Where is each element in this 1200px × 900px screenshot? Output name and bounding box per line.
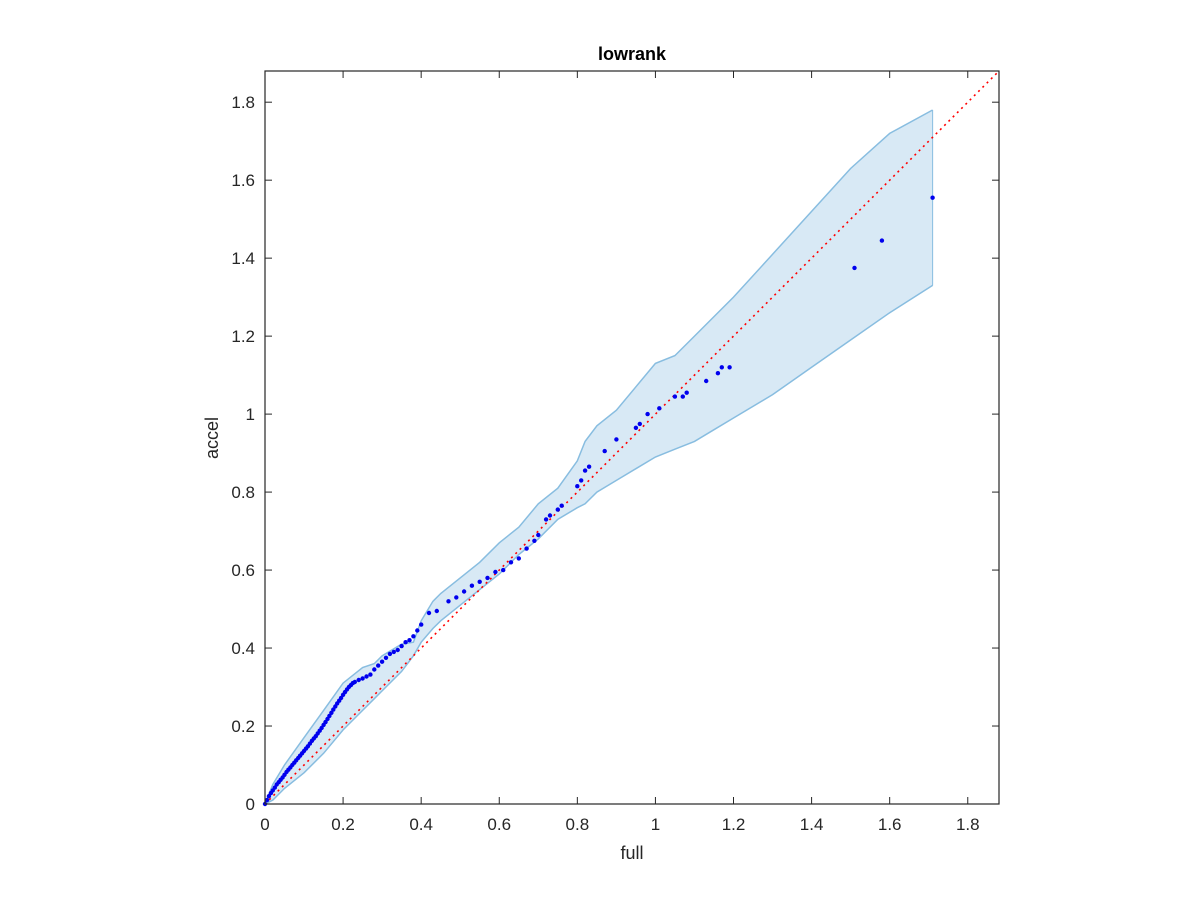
y-tick-label: 1.6 xyxy=(231,171,255,190)
x-tick-label: 0.4 xyxy=(409,815,433,834)
data-point xyxy=(264,797,270,803)
chart-title: lowrank xyxy=(598,44,667,64)
axes-frame xyxy=(264,70,1000,805)
x-tick-label: 1.2 xyxy=(722,815,746,834)
y-ticks: 0 0.2 0.4 0.6 0.8 1 1.2 1.4 1.6 1.8 xyxy=(231,93,999,814)
data-point xyxy=(403,640,408,645)
data-point xyxy=(493,569,498,575)
data-point xyxy=(579,478,584,483)
data-point xyxy=(614,437,619,442)
data-point xyxy=(485,575,490,581)
data-point xyxy=(602,448,607,454)
data-point xyxy=(532,538,537,543)
data-point xyxy=(516,556,521,561)
reference-line xyxy=(264,70,1000,805)
data-point xyxy=(426,610,432,616)
data-point xyxy=(930,195,935,200)
data-point xyxy=(543,517,549,522)
x-tick-label: 0.6 xyxy=(487,815,511,834)
data-point xyxy=(399,643,404,649)
data-point xyxy=(508,560,514,565)
data-point xyxy=(469,583,475,588)
y-axis-label: accel xyxy=(202,417,222,459)
reference-line-layer xyxy=(264,70,1000,805)
data-point xyxy=(360,676,365,681)
y-tick-label: 0.2 xyxy=(231,717,255,736)
data-point xyxy=(575,484,580,489)
y-tick-label: 1.4 xyxy=(231,249,255,268)
data-point xyxy=(434,608,439,614)
data-point xyxy=(684,390,689,395)
y-tick-label: 1 xyxy=(246,405,255,424)
data-point xyxy=(387,651,393,657)
data-point xyxy=(586,464,592,469)
data-point xyxy=(582,468,588,473)
data-point xyxy=(633,425,639,430)
data-point xyxy=(376,663,381,668)
data-point xyxy=(352,679,357,685)
x-tick-label: 1.8 xyxy=(956,815,980,834)
data-point xyxy=(657,406,662,411)
data-point xyxy=(383,655,389,660)
data-point xyxy=(555,507,560,512)
x-tick-label: 0.8 xyxy=(566,815,590,834)
data-point xyxy=(407,638,412,643)
data-point xyxy=(477,579,482,584)
data-point xyxy=(454,595,459,600)
data-point xyxy=(680,394,685,399)
data-point xyxy=(364,674,369,679)
confidence-band-fill xyxy=(265,110,933,804)
data-point xyxy=(852,265,857,271)
y-tick-label: 0.8 xyxy=(231,483,255,502)
y-tick-label: 1.8 xyxy=(231,93,255,112)
scatter-points-layer xyxy=(262,195,935,807)
data-point xyxy=(879,238,885,243)
data-point xyxy=(415,628,420,633)
data-point xyxy=(501,567,506,573)
data-point xyxy=(672,394,678,399)
data-point xyxy=(395,647,400,653)
data-point xyxy=(645,411,650,417)
data-point xyxy=(704,378,709,384)
data-point xyxy=(379,659,385,664)
data-point xyxy=(536,532,541,538)
data-point xyxy=(356,677,361,683)
x-tick-label: 1 xyxy=(651,815,660,834)
data-point xyxy=(559,503,564,508)
data-point xyxy=(727,365,732,370)
x-tick-label: 0.2 xyxy=(331,815,355,834)
data-point xyxy=(368,672,373,677)
data-point xyxy=(329,710,334,715)
data-point xyxy=(719,365,724,370)
band-lower-edge xyxy=(264,284,934,805)
x-tick-label: 1.6 xyxy=(878,815,902,834)
data-point xyxy=(637,421,642,427)
plot-box xyxy=(264,70,1000,805)
data-point xyxy=(715,371,721,376)
x-ticks: 0 0.2 0.4 0.6 0.8 1 1.2 1.4 1.6 1.8 xyxy=(260,71,980,834)
data-point xyxy=(419,622,424,627)
x-tick-label: 0 xyxy=(260,815,269,834)
x-tick-label: 1.4 xyxy=(800,815,824,834)
y-tick-label: 0 xyxy=(246,795,255,814)
data-point xyxy=(524,546,529,551)
y-tick-label: 0.4 xyxy=(231,639,255,658)
x-axis-label: full xyxy=(620,843,643,863)
y-tick-label: 1.2 xyxy=(231,327,255,346)
data-point xyxy=(446,599,451,604)
data-point xyxy=(461,589,467,594)
band-upper-edge xyxy=(264,109,933,805)
data-point xyxy=(372,667,377,672)
data-point xyxy=(411,634,416,639)
data-point xyxy=(547,513,553,518)
data-point xyxy=(391,649,396,655)
y-tick-label: 0.6 xyxy=(231,561,255,580)
